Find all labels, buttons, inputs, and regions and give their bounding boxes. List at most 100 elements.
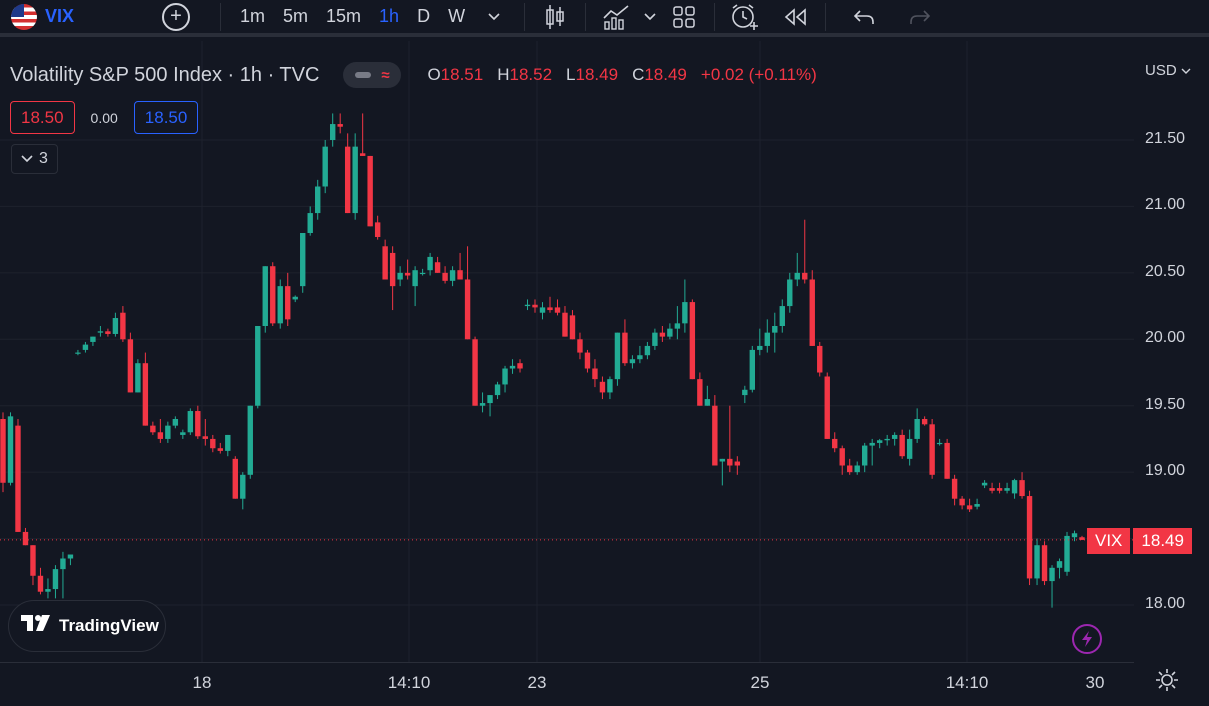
candle-body [1026, 496, 1033, 579]
redo-icon [910, 9, 931, 24]
candle-body [921, 419, 928, 425]
candle-body [165, 425, 171, 439]
gear-icon[interactable] [1155, 668, 1179, 698]
candle-body [847, 465, 853, 473]
compare-button[interactable]: + [150, 0, 210, 33]
alert-clock-icon [732, 3, 759, 30]
candle-body [876, 440, 883, 443]
layout-button[interactable] [664, 0, 704, 33]
candle-body [352, 146, 358, 214]
undo-button[interactable] [844, 0, 884, 33]
candle-body [944, 442, 950, 479]
candle-body [629, 359, 636, 364]
candle-body [389, 252, 396, 287]
time-axis[interactable]: 18 14:10 23 25 14:10 30 [0, 662, 1134, 706]
timeframe-1h[interactable]: 1h [379, 6, 400, 26]
price-axis[interactable]: 21.50 21.00 20.50 20.00 19.50 19.00 18.00 [1134, 41, 1209, 662]
last-price-value: 18.49 [1133, 528, 1193, 554]
lightning-icon[interactable] [1072, 624, 1102, 654]
change-value: +0.02 (+0.11%) [700, 65, 817, 84]
candle-body [727, 458, 733, 466]
candle-body [15, 425, 21, 532]
timeframe-15m[interactable]: 15m [326, 6, 362, 26]
candle-body [996, 488, 1003, 491]
candle-body [742, 389, 748, 396]
timeframe-5m[interactable]: 5m [283, 6, 309, 26]
candle-body [697, 379, 703, 406]
timeframe-dropdown[interactable] [474, 0, 514, 33]
candle-body [30, 545, 36, 576]
chart-type-button[interactable] [535, 0, 575, 33]
close-value: 18.49 [644, 65, 687, 84]
candle-body [479, 403, 486, 406]
candlestick-chart[interactable] [0, 41, 1134, 662]
candle-body [539, 307, 546, 313]
candle-body [614, 332, 621, 380]
candle-body [734, 461, 741, 466]
indicators-collapse-button[interactable]: 3 [11, 144, 58, 174]
candle-body [240, 474, 246, 499]
candle-body [592, 368, 598, 380]
tv-glyph-icon [21, 615, 50, 631]
candle-body [966, 505, 973, 510]
candle-body [427, 256, 433, 271]
candle-body [1056, 561, 1063, 568]
plus-circle-icon: + [162, 2, 190, 31]
candle-body [832, 438, 838, 449]
candle-body [217, 448, 223, 451]
legend-title[interactable]: Volatility S&P 500 Index · 1h · TVC [10, 63, 320, 86]
timeframe-w[interactable]: W [448, 6, 466, 26]
candle-body [891, 434, 898, 439]
candle-body [187, 411, 194, 433]
candle-body [75, 352, 81, 354]
price-tick-label: 21.50 [1145, 130, 1186, 147]
candle-body [644, 345, 651, 356]
timeframe-1m[interactable]: 1m [240, 6, 266, 26]
candle-body [622, 332, 628, 364]
candle-body [337, 124, 343, 127]
candle-body [854, 465, 860, 473]
candle-body [502, 368, 508, 385]
candle-body [329, 124, 336, 140]
tradingview-logo[interactable]: TradingView [8, 600, 166, 652]
candle-body [157, 432, 164, 439]
indicators-button[interactable] [596, 0, 636, 33]
open-key: O [427, 65, 441, 84]
candle-body [981, 482, 988, 486]
candle-body [869, 442, 875, 446]
chevron-down-icon [644, 12, 656, 20]
time-tick-label: 30 [1085, 673, 1105, 692]
candle-body [45, 589, 51, 592]
currency-selector[interactable]: USD [1145, 62, 1191, 79]
buy-button[interactable]: 18.50 [133, 101, 199, 134]
candle-body [344, 146, 351, 214]
alert-button[interactable] [725, 0, 765, 33]
timeframe-d[interactable]: D [417, 6, 431, 26]
toolbar-divider [714, 2, 716, 31]
candle-body [442, 272, 448, 281]
symbol-search-button[interactable]: VIX [0, 0, 150, 33]
indicators-icon [603, 4, 629, 30]
candle-body [404, 272, 411, 276]
time-tick-label: 18 [192, 673, 212, 692]
replay-button[interactable] [775, 0, 815, 33]
candle-body [382, 246, 388, 280]
chart-legend: Volatility S&P 500 Index · 1h · TVC ≈ O 1… [10, 62, 817, 88]
chevron-down-icon [488, 12, 500, 20]
chevron-down-icon [1181, 68, 1191, 74]
candle-body [704, 399, 711, 406]
price-tick-label: 19.50 [1145, 395, 1186, 413]
currency-label: USD [1145, 62, 1177, 79]
legend-actions-pill[interactable]: ≈ [343, 62, 402, 88]
top-toolbar: VIX + 1m 5m 15m 1h D W [0, 0, 1209, 37]
candle-body [232, 458, 238, 499]
candle-body [457, 270, 463, 280]
candle-body [472, 339, 478, 406]
indicators-dropdown[interactable] [636, 0, 664, 33]
candle-body [367, 155, 373, 227]
candle-body [532, 304, 538, 308]
redo-button[interactable] [900, 0, 940, 33]
sell-button[interactable]: 18.50 [10, 101, 75, 134]
candle-body [674, 323, 681, 329]
candle-body [712, 405, 718, 466]
